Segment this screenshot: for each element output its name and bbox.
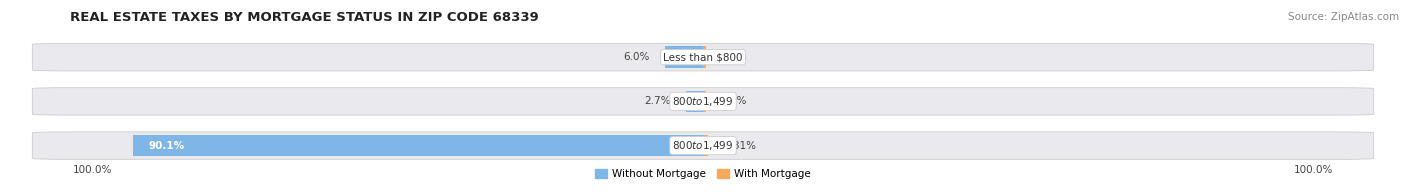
Bar	[703, 46, 706, 68]
Text: 100.0%: 100.0%	[73, 165, 112, 176]
Text: 6.0%: 6.0%	[623, 52, 650, 62]
FancyBboxPatch shape	[32, 43, 1374, 71]
Text: 100.0%: 100.0%	[1294, 165, 1333, 176]
Text: 0.81%: 0.81%	[723, 141, 756, 151]
Bar	[703, 135, 709, 156]
Bar	[665, 46, 703, 68]
Text: 0.4%: 0.4%	[721, 96, 747, 106]
Bar	[686, 90, 703, 112]
Bar	[134, 135, 703, 156]
Bar	[703, 90, 706, 112]
Text: Source: ZipAtlas.com: Source: ZipAtlas.com	[1288, 12, 1399, 22]
Text: 90.1%: 90.1%	[148, 141, 184, 151]
FancyBboxPatch shape	[32, 132, 1374, 159]
Text: $800 to $1,499: $800 to $1,499	[672, 139, 734, 152]
FancyBboxPatch shape	[32, 88, 1374, 115]
Text: 0.4%: 0.4%	[721, 52, 747, 62]
Text: $800 to $1,499: $800 to $1,499	[672, 95, 734, 108]
Text: 2.7%: 2.7%	[644, 96, 671, 106]
Text: Less than $800: Less than $800	[664, 52, 742, 62]
Text: REAL ESTATE TAXES BY MORTGAGE STATUS IN ZIP CODE 68339: REAL ESTATE TAXES BY MORTGAGE STATUS IN …	[70, 11, 538, 24]
Legend: Without Mortgage, With Mortgage: Without Mortgage, With Mortgage	[591, 165, 815, 183]
